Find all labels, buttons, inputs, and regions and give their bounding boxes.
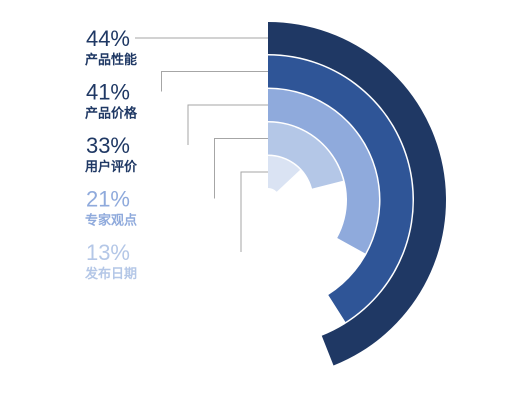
ring-bar <box>268 122 344 189</box>
connector <box>161 71 268 92</box>
ring-bar <box>268 55 413 323</box>
percent-label: 41% <box>86 80 130 105</box>
ring-bar <box>268 22 447 366</box>
category-label: 用户评价 <box>84 159 138 174</box>
percent-label: 13% <box>86 240 130 265</box>
percent-label: 33% <box>86 133 130 158</box>
ring-bar <box>268 89 380 254</box>
connector <box>187 104 268 145</box>
ring-bar <box>268 156 301 192</box>
percent-label: 44% <box>86 26 130 51</box>
category-label: 专家观点 <box>85 213 137 228</box>
category-label: 发布日期 <box>84 266 137 281</box>
category-label: 产品性能 <box>85 52 137 67</box>
connector <box>240 171 268 252</box>
connector <box>214 138 268 199</box>
category-label: 产品价格 <box>85 106 138 121</box>
percent-label: 21% <box>86 187 130 212</box>
